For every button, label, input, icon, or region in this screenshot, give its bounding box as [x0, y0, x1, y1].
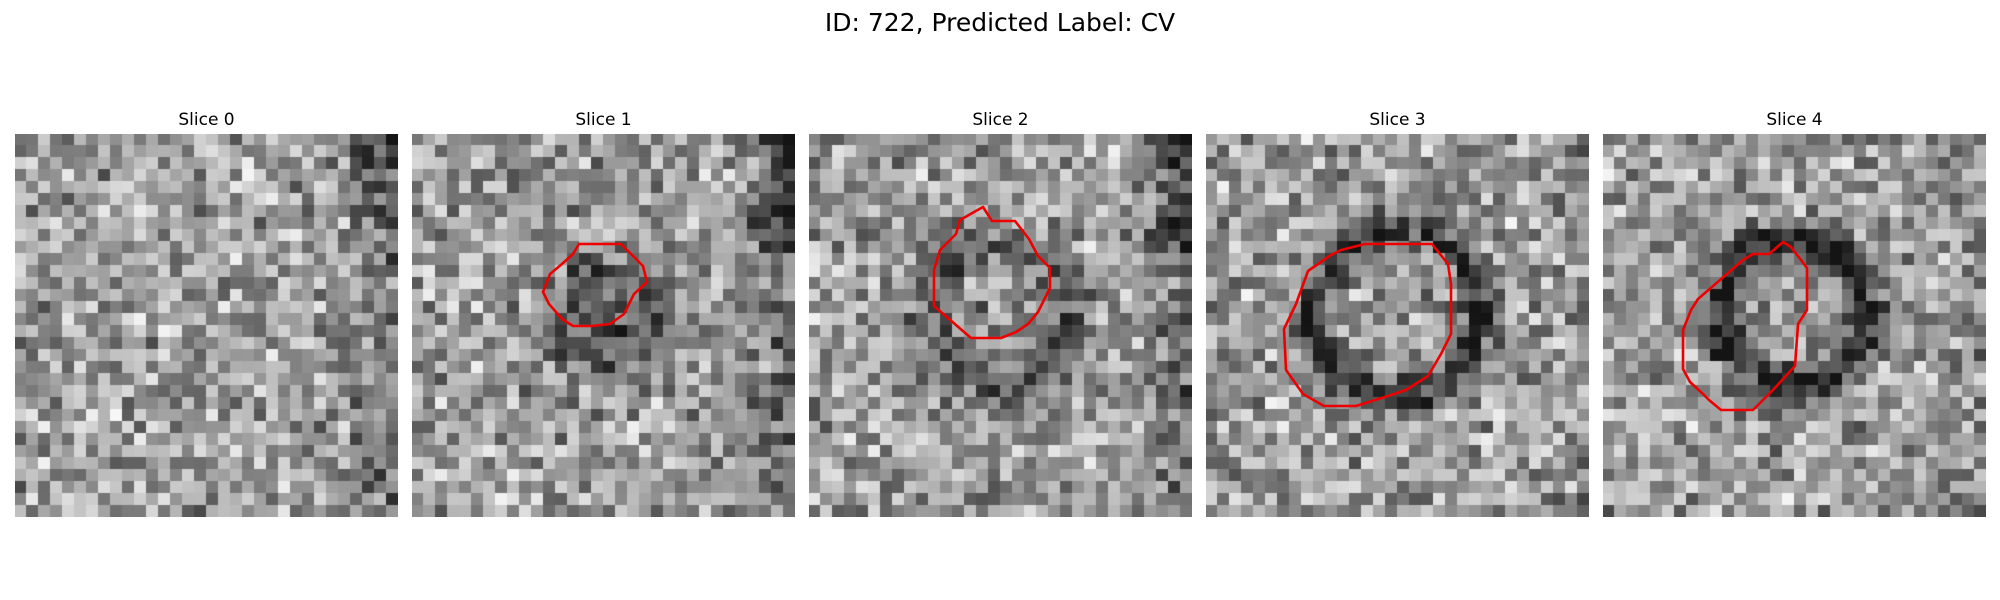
- slice-title-2: Slice 2: [972, 110, 1029, 130]
- slice-contour-4: [1681, 240, 1809, 412]
- slice-image-0: [15, 134, 398, 517]
- slice-title-3: Slice 3: [1369, 110, 1426, 130]
- contour-outline-3: [1282, 242, 1453, 408]
- contour-outline-4: [1681, 240, 1809, 412]
- slice-title-4: Slice 4: [1766, 110, 1823, 130]
- figure-title: ID: 722, Predicted Label: CV: [824, 8, 1176, 37]
- slice-contour-1: [541, 242, 649, 328]
- slice-image-3: [1206, 134, 1589, 517]
- slice-image-4: [1603, 134, 1986, 517]
- contour-outline-1: [541, 242, 649, 328]
- slice-contour-3: [1282, 242, 1453, 408]
- contour-outline-2: [932, 205, 1052, 340]
- slice-image-2: [809, 134, 1192, 517]
- slice-contour-2: [932, 205, 1052, 340]
- slice-title-0: Slice 0: [178, 110, 235, 130]
- slice-title-1: Slice 1: [575, 110, 632, 130]
